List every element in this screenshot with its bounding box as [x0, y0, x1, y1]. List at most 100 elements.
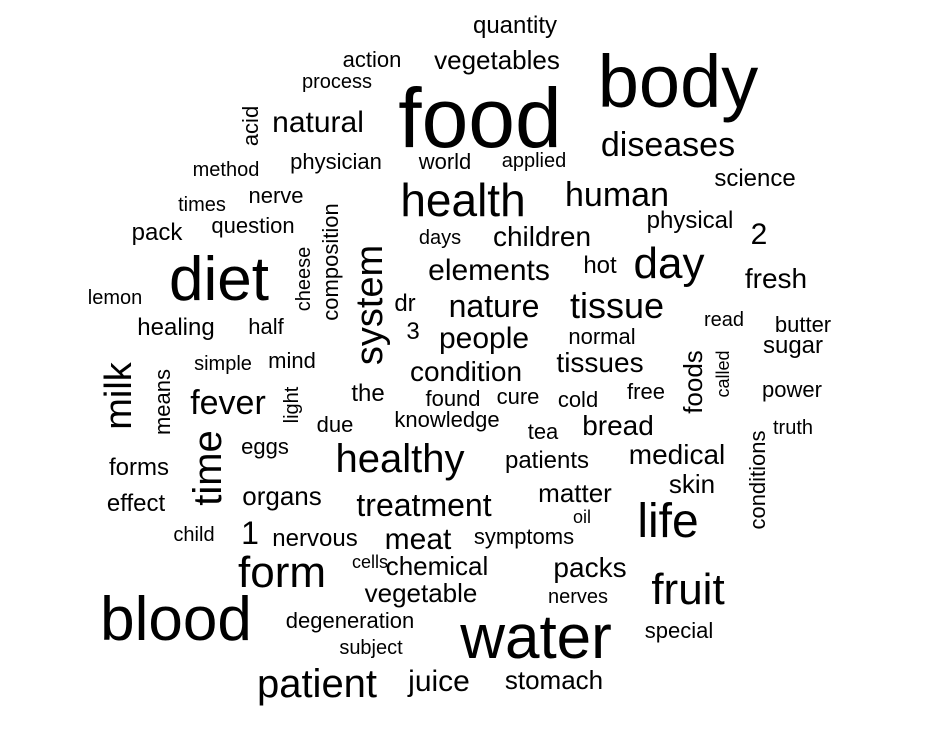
- word-times: times: [178, 194, 226, 216]
- word-method: method: [192, 159, 260, 181]
- word-light: light: [281, 386, 303, 424]
- word-nature: nature: [448, 288, 540, 324]
- word-free: free: [627, 379, 665, 404]
- word-bread: bread: [582, 410, 654, 441]
- word-cheese: cheese: [293, 246, 315, 312]
- word-stomach: stomach: [504, 665, 604, 695]
- word-question: question: [211, 213, 295, 238]
- word-special: special: [644, 618, 714, 643]
- word-called: called: [713, 350, 733, 398]
- word-the: the: [351, 380, 385, 407]
- word-patients: patients: [504, 447, 590, 474]
- word-sugar: sugar: [762, 332, 824, 359]
- word-chemical: chemical: [385, 551, 489, 581]
- word-elements: elements: [428, 254, 550, 287]
- word-body: body: [597, 40, 759, 123]
- word-organs: organs: [242, 481, 322, 511]
- word-hot: hot: [583, 252, 617, 279]
- word-2: 2: [750, 218, 768, 251]
- word-vegetable: vegetable: [364, 578, 478, 608]
- word-day: day: [633, 239, 705, 288]
- word-healthy: healthy: [335, 437, 465, 481]
- word-world: world: [418, 149, 472, 174]
- word-acid: acid: [238, 105, 263, 147]
- word-truth: truth: [772, 417, 814, 439]
- word-means: means: [150, 368, 175, 436]
- word-nerve: nerve: [248, 183, 304, 208]
- word-form: form: [238, 548, 326, 597]
- word-knowledge: knowledge: [394, 407, 500, 432]
- word-simple: simple: [194, 353, 252, 375]
- word-cold: cold: [557, 387, 599, 412]
- word-food: food: [398, 71, 562, 165]
- word-vegetables: vegetables: [434, 45, 560, 75]
- word-fruit: fruit: [651, 565, 725, 614]
- word-health: health: [400, 174, 526, 226]
- word-tea: tea: [527, 419, 559, 444]
- word-dr: dr: [394, 290, 416, 317]
- word-skin: skin: [668, 469, 716, 499]
- word-tissues: tissues: [556, 347, 644, 378]
- word-matter: matter: [538, 478, 612, 508]
- word-children: children: [492, 221, 592, 252]
- word-tissue: tissue: [569, 285, 665, 326]
- word-pack: pack: [131, 219, 183, 246]
- word-milk: milk: [98, 362, 140, 430]
- word-natural: natural: [272, 106, 364, 139]
- word-degeneration: degeneration: [285, 608, 415, 633]
- word-meat: meat: [384, 523, 452, 556]
- word-found: found: [425, 386, 481, 411]
- word-1: 1: [241, 515, 259, 551]
- word-science: science: [714, 165, 796, 192]
- word-applied: applied: [501, 150, 567, 172]
- word-packs: packs: [553, 552, 627, 583]
- word-power: power: [762, 377, 822, 402]
- word-quantity: quantity: [472, 12, 558, 39]
- word-juice: juice: [408, 665, 470, 698]
- word-diet: diet: [169, 245, 269, 314]
- word-condition: condition: [409, 356, 523, 387]
- word-blood: blood: [100, 585, 252, 654]
- word-fresh: fresh: [744, 263, 808, 294]
- word-life: life: [637, 495, 699, 548]
- word-days: days: [418, 227, 462, 249]
- word-treatment: treatment: [356, 487, 492, 523]
- word-foods: foods: [678, 350, 708, 414]
- word-eggs: eggs: [241, 434, 289, 459]
- word-physical: physical: [646, 207, 734, 234]
- word-forms: forms: [109, 454, 169, 481]
- word-nerves: nerves: [547, 586, 609, 608]
- word-composition: composition: [318, 203, 343, 321]
- word-healing: healing: [137, 314, 215, 341]
- word-half: half: [248, 314, 284, 339]
- word-normal: normal: [568, 324, 636, 349]
- word-people: people: [438, 322, 530, 355]
- word-nervous: nervous: [272, 525, 358, 552]
- word-effect: effect: [106, 490, 166, 517]
- word-read: read: [703, 309, 745, 331]
- word-subject: subject: [339, 637, 403, 659]
- word-mind: mind: [268, 348, 316, 373]
- word-diseases: diseases: [600, 126, 736, 164]
- word-process: process: [301, 71, 373, 93]
- word-cells: cells: [351, 552, 389, 572]
- word-patient: patient: [256, 662, 378, 706]
- word-medical: medical: [628, 439, 726, 470]
- word-human: human: [565, 176, 669, 214]
- word-action: action: [342, 47, 402, 72]
- word-fever: fever: [190, 384, 266, 422]
- word-cure: cure: [496, 384, 540, 409]
- word-butter: butter: [774, 312, 832, 337]
- word-time: time: [186, 430, 230, 506]
- word-due: due: [316, 412, 354, 437]
- word-physician: physician: [290, 149, 382, 174]
- word-system: system: [349, 244, 391, 366]
- word-conditions: conditions: [745, 430, 770, 530]
- word-symptoms: symptoms: [473, 524, 575, 549]
- word-3: 3: [406, 318, 420, 345]
- word-oil: oil: [572, 507, 592, 527]
- word-child: child: [173, 524, 215, 546]
- word-lemon: lemon: [87, 287, 143, 309]
- word-water: water: [460, 603, 612, 672]
